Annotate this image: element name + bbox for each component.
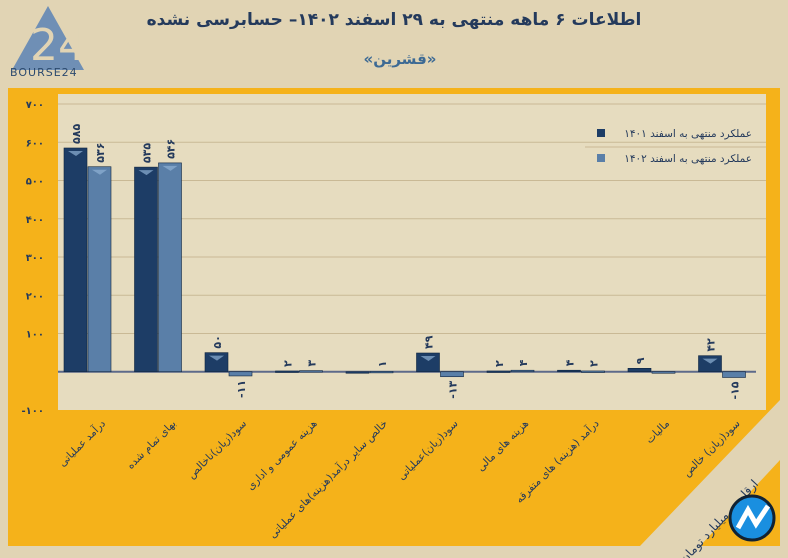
bar-bevel [162, 165, 178, 171]
data-label: ۳ [306, 360, 319, 367]
data-label: ۵۳۶ [94, 143, 107, 163]
bar-2 [440, 371, 464, 378]
y-tick-label: ۱۰۰ [26, 330, 44, 341]
bar-1 [627, 368, 652, 373]
bar-bevel [92, 169, 107, 175]
legend-swatch-1 [597, 129, 605, 137]
data-label: ۱ [376, 361, 389, 368]
bar-bevel [68, 150, 83, 156]
bar-2 [722, 371, 746, 378]
y-tick-label: ۲۰۰ [26, 291, 44, 302]
bar-2 [228, 371, 253, 377]
y-tick-label: ۳۰۰ [26, 253, 44, 264]
bar-2 [87, 166, 112, 373]
data-label: ۹ [634, 357, 647, 364]
bar-1 [486, 370, 511, 373]
data-label: ۵۸۵ [70, 124, 83, 144]
bar-1 [557, 369, 581, 373]
bar-2 [369, 371, 394, 374]
page-subtitle: «قشرین» [363, 50, 437, 68]
logo-text: BOURSE24 [10, 66, 78, 79]
y-tick-label: ۵۰۰ [26, 177, 44, 188]
svg-text:24: 24 [30, 20, 86, 71]
bar-1 [416, 352, 440, 373]
data-label: ۴ [517, 359, 530, 366]
data-label: -۱۵ [729, 381, 742, 399]
page-title: اطلاعات ۶ ماهه منتهی به ۲۹ اسفند ۱۴۰۲– ح… [146, 10, 642, 30]
bourse24-logo-icon: 24 [12, 6, 86, 71]
bar-1 [134, 166, 158, 373]
bar-2 [299, 370, 323, 373]
data-label: ۵۳۵ [141, 143, 154, 163]
bar-1 [63, 147, 88, 373]
data-label: ۲ [588, 360, 601, 367]
data-label: ۲ [282, 360, 295, 367]
y-tick-label: -۱۰۰ [22, 406, 44, 417]
footer-logo-icon [728, 494, 776, 542]
bar-2 [158, 162, 182, 373]
bar-bevel [138, 170, 154, 176]
bar-2 [510, 369, 535, 373]
y-tick-label: ۴۰۰ [26, 215, 44, 226]
data-label: ۵۰ [211, 335, 224, 348]
y-tick-label: ۶۰۰ [26, 138, 44, 149]
bar-bevel [209, 355, 224, 361]
data-label: -۱۳ [447, 380, 460, 398]
data-label: ۵۴۶ [165, 139, 178, 159]
bar-1 [204, 352, 229, 373]
data-label: ۴۹ [423, 335, 436, 349]
bar-2 [651, 371, 676, 374]
bar-1 [345, 371, 370, 374]
y-tick-label: ۷۰۰ [26, 100, 44, 111]
data-label: -۱۱ [235, 380, 248, 398]
legend-label-1: عملکرد منتهی به اسفند ۱۴۰۱ [624, 128, 752, 140]
legend-swatch-2 [597, 154, 605, 162]
bar-1 [275, 370, 299, 373]
data-label: ۴۲ [705, 338, 718, 352]
bar-2 [581, 370, 605, 373]
bar-bevel [702, 358, 718, 364]
bar-1 [698, 355, 722, 373]
data-label: ۲ [493, 360, 506, 367]
data-label: ۴ [564, 359, 577, 366]
bar-bevel [420, 356, 436, 362]
legend-label-2: عملکرد منتهی به اسفند ۱۴۰۲ [624, 153, 752, 165]
